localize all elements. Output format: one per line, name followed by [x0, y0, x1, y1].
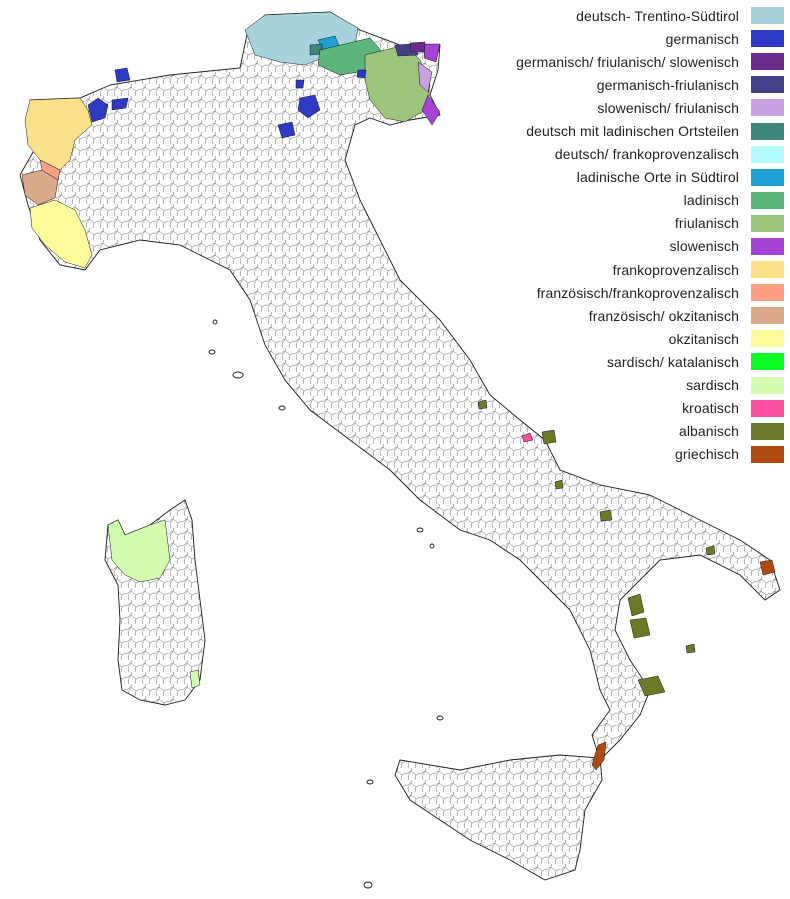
region-albanisch-2	[477, 399, 488, 410]
legend-label: kroatisch	[682, 400, 739, 417]
legend-swatch	[751, 261, 784, 279]
legend-label: französisch/frankoprovenzalisch	[536, 284, 739, 301]
legend-label: sardisch	[686, 377, 739, 394]
legend-label: ladinisch	[683, 192, 739, 209]
region-franzoesisch-frankoprovenzalisch	[39, 159, 61, 181]
region-germanisch-2	[87, 97, 109, 123]
legend-item: deutsch mit ladinischen Ortsteilen	[470, 119, 786, 142]
legend-item: sardisch/ katalanisch	[470, 350, 786, 373]
legend-item: frankoprovenzalisch	[470, 258, 786, 281]
region-kroatisch	[521, 432, 534, 443]
legend-label: germanisch-friulanisch	[596, 76, 739, 93]
legend-swatch	[751, 284, 784, 302]
legend-label: germanisch/ friulanisch/ slowenisch	[516, 53, 739, 70]
region-albanisch-8	[685, 643, 696, 654]
legend-item: albanisch	[470, 420, 786, 443]
legend-item: deutsch- Trentino-Südtirol	[470, 4, 786, 27]
legend-swatch	[751, 214, 784, 232]
region-okzitanisch	[29, 199, 93, 269]
legend-item: germanisch-friulanisch	[470, 73, 786, 96]
legend-swatch	[751, 330, 784, 348]
legend-label: albanisch	[678, 423, 739, 440]
legend-label: slowenisch/ friulanisch	[597, 99, 739, 116]
region-albanisch-3	[599, 509, 613, 522]
legend-item: germanisch/ friulanisch/ slowenisch	[470, 50, 786, 73]
legend-label: friulanisch	[674, 215, 739, 232]
language-regions	[21, 11, 776, 771]
legend-item: germanisch	[470, 27, 786, 50]
region-slowenisch-sued	[421, 94, 441, 126]
legend-item: französisch/frankoprovenzalisch	[470, 281, 786, 304]
legend-swatch	[751, 376, 784, 394]
legend-label: sardisch/ katalanisch	[606, 353, 739, 370]
legend-item: ladinisch	[470, 189, 786, 212]
legend-swatch	[751, 168, 784, 186]
region-griechisch-salento	[759, 559, 776, 576]
legend-swatch	[751, 30, 784, 48]
legend-label: deutsch- Trentino-Südtirol	[576, 7, 739, 24]
region-germanisch-1	[114, 67, 131, 83]
legend-label: okzitanisch	[668, 330, 739, 347]
legend-swatch	[751, 445, 784, 463]
legend-label: ladinische Orte in Südtirol	[576, 169, 739, 186]
region-albanisch-5	[629, 617, 651, 639]
legend-swatch	[751, 53, 784, 71]
region-albanisch-1	[541, 429, 557, 445]
small-islands	[208, 319, 444, 889]
legend-item: okzitanisch	[470, 327, 786, 350]
legend-label: germanisch	[665, 30, 739, 47]
legend-label: französisch/ okzitanisch	[588, 307, 739, 324]
region-frankoprovenzalisch	[24, 97, 93, 171]
legend-item: slowenisch	[470, 235, 786, 258]
legend-swatch	[751, 145, 784, 163]
legend-swatch	[751, 122, 784, 140]
region-sardisch-katalanisch	[189, 669, 201, 689]
legend-item: ladinische Orte in Südtirol	[470, 166, 786, 189]
region-albanisch-4	[627, 593, 645, 617]
legend-label: slowenisch	[669, 238, 739, 255]
legend-swatch	[751, 422, 784, 440]
region-slowenisch-nord	[423, 43, 441, 63]
legend-item: griechisch	[470, 443, 786, 466]
region-germanisch-7	[356, 69, 367, 79]
legend-item: französisch/ okzitanisch	[470, 304, 786, 327]
region-slowenisch-friulanisch	[417, 61, 433, 93]
legend-item: sardisch	[470, 374, 786, 397]
region-germanisch-6	[295, 79, 305, 89]
region-albanisch-6	[637, 675, 666, 697]
region-germanisch-5	[297, 94, 321, 119]
legend-swatch	[751, 76, 784, 94]
region-albanisch-9	[705, 545, 716, 556]
legend-item: friulanisch	[470, 212, 786, 235]
legend-swatch	[751, 399, 784, 417]
region-germanisch-3	[111, 97, 129, 111]
region-albanisch-7	[554, 479, 564, 490]
region-germanisch-4	[277, 121, 296, 139]
legend-swatch	[751, 353, 784, 371]
legend-label: deutsch/ frankoprovenzalisch	[554, 146, 739, 163]
legend-item: deutsch/ frankoprovenzalisch	[470, 143, 786, 166]
legend-item: kroatisch	[470, 397, 786, 420]
legend-item: slowenisch/ friulanisch	[470, 96, 786, 119]
legend-label: deutsch mit ladinischen Ortsteilen	[526, 123, 739, 140]
legend-swatch	[751, 191, 784, 209]
legend-swatch	[751, 7, 784, 25]
legend-label: frankoprovenzalisch	[612, 261, 739, 278]
region-sardisch	[107, 519, 171, 583]
legend-label: griechisch	[674, 446, 739, 463]
region-griechisch-kalabrien	[591, 741, 607, 771]
region-germanisch-friulanisch-slowenisch	[409, 41, 426, 53]
legend-swatch	[751, 237, 784, 255]
legend-swatch	[751, 99, 784, 117]
legend-swatch	[751, 307, 784, 325]
map-legend: deutsch- Trentino-Südtirol germanisch germ…	[470, 4, 786, 466]
